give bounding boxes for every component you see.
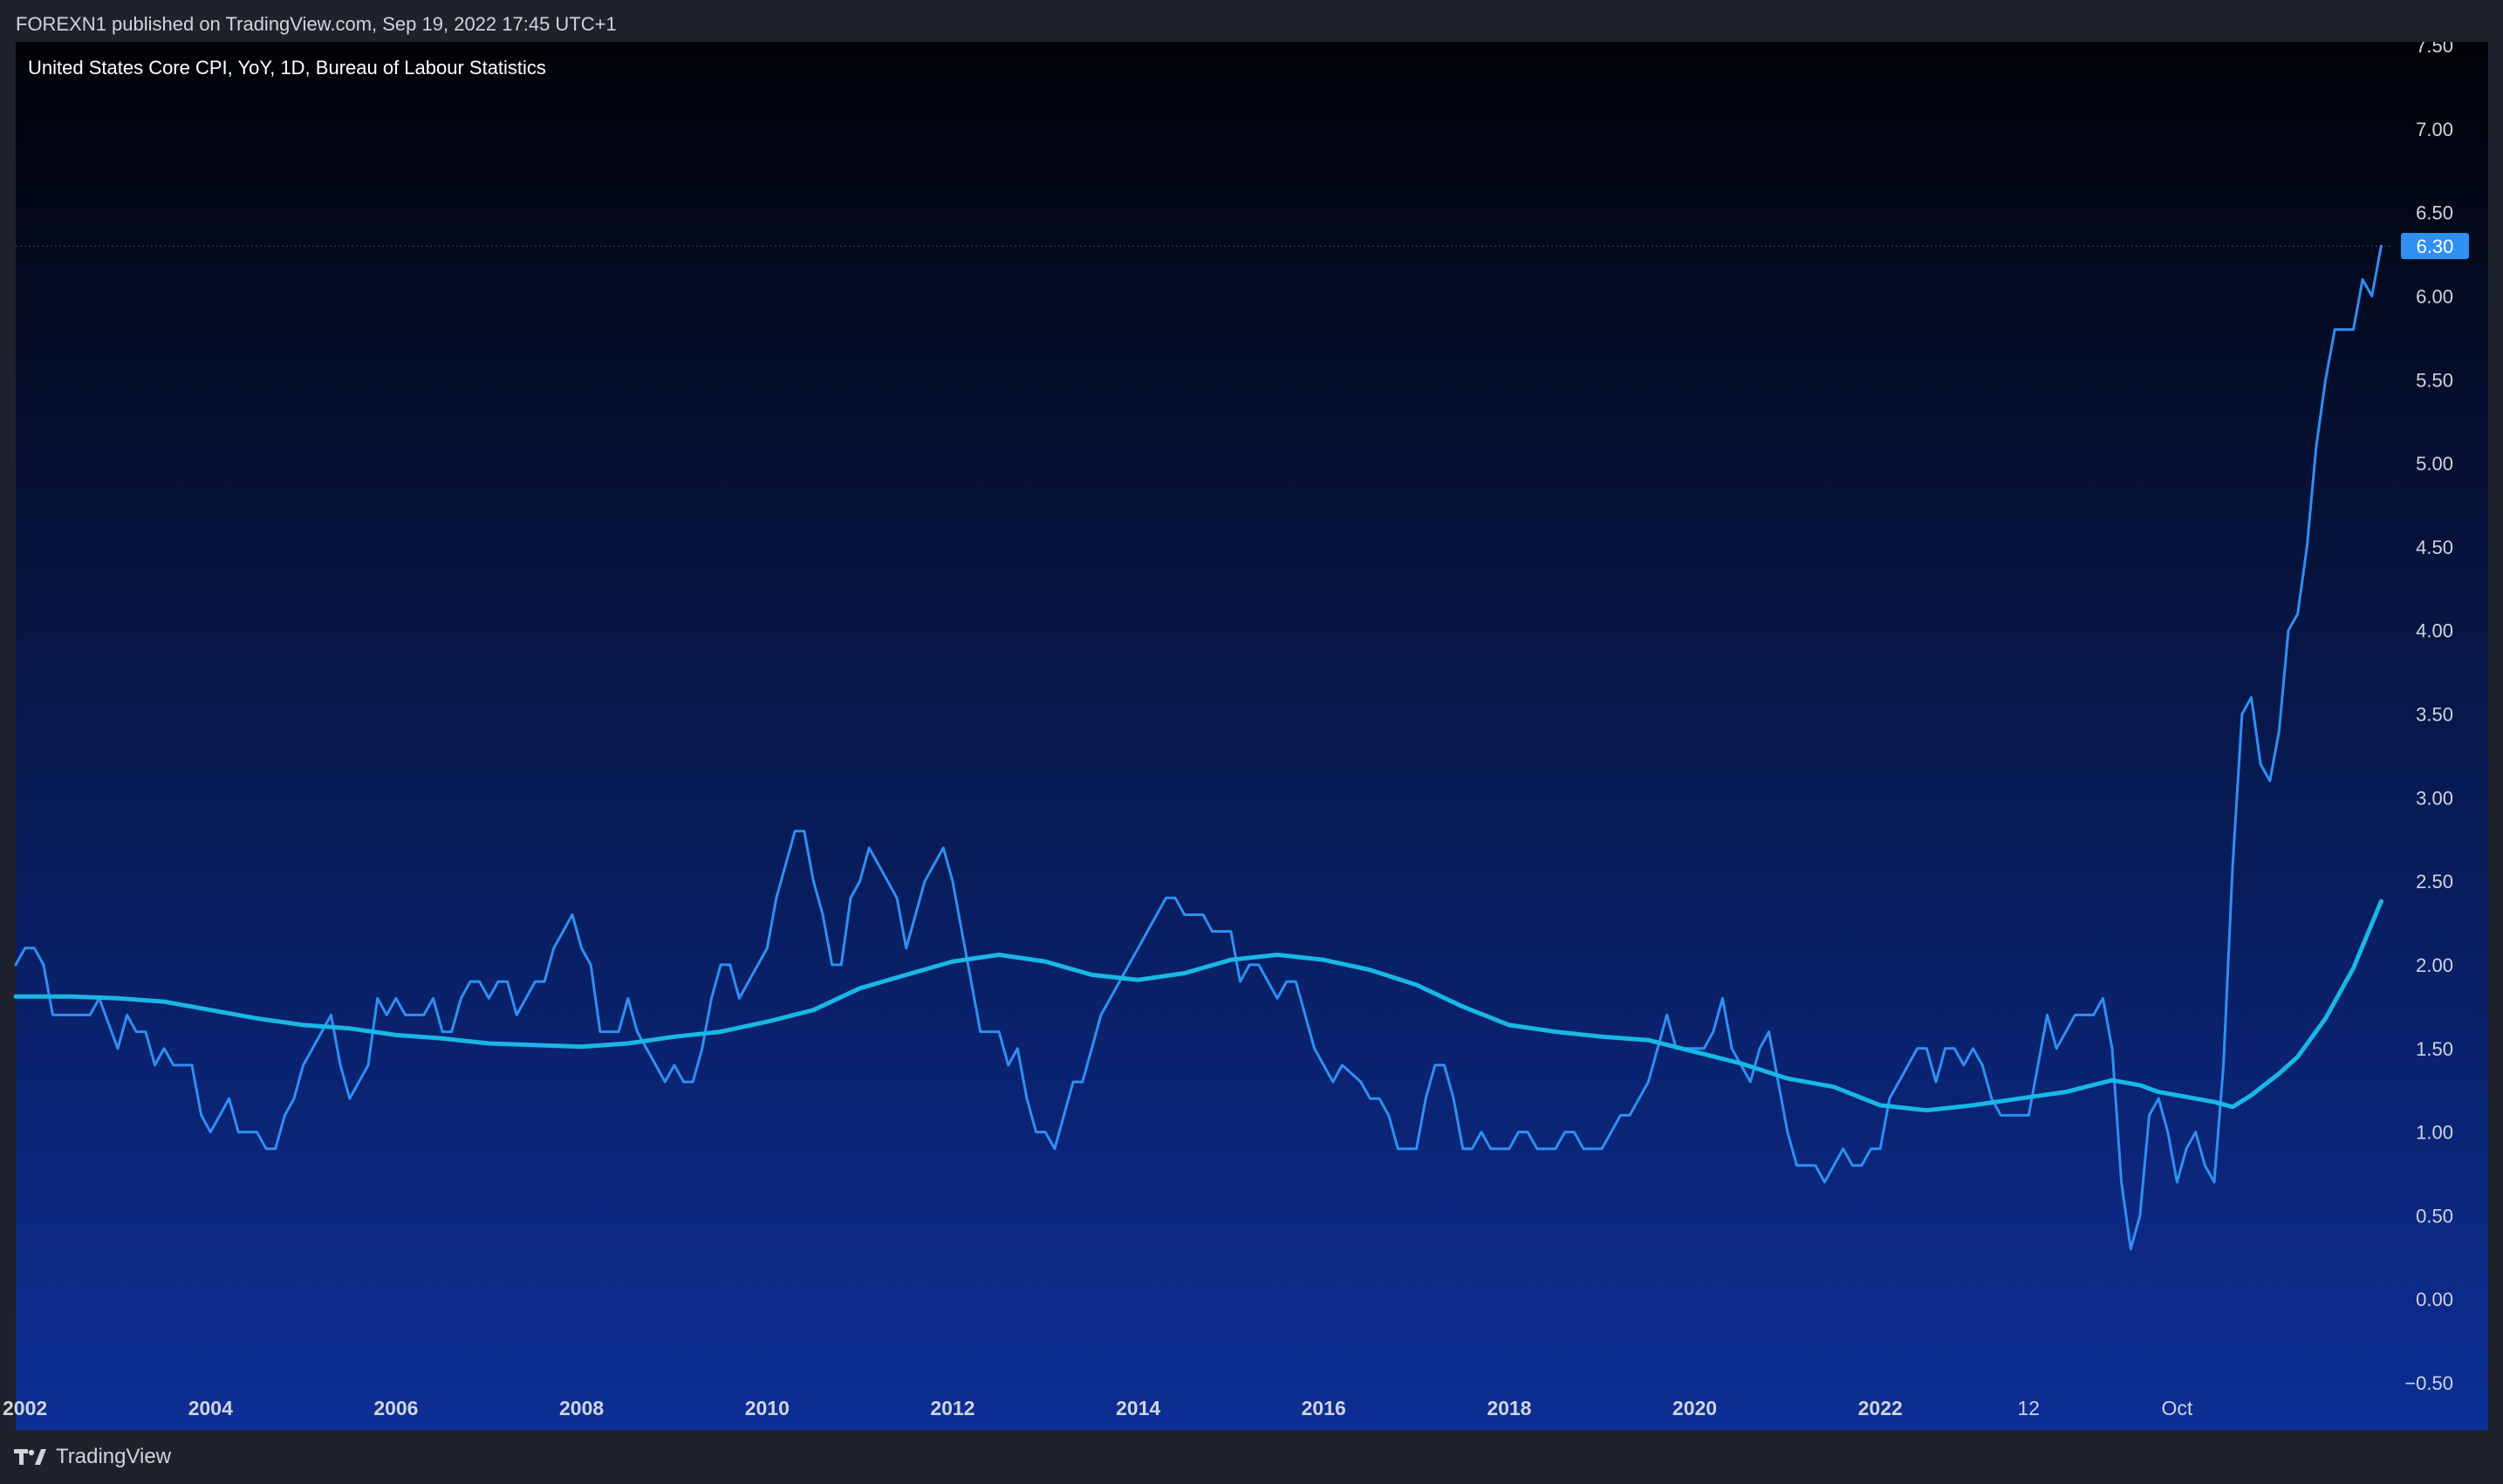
last-value-badge-bg [2401, 233, 2469, 259]
chart-area[interactable]: United States Core CPI, YoY, 1D, Bureau … [0, 42, 2503, 1430]
x-tick-label: 2010 [745, 1397, 790, 1419]
x-tick-label: 2004 [188, 1397, 233, 1419]
publish-line: FOREXN1 published on TradingView.com, Se… [16, 13, 617, 35]
y-tick-label: 5.00 [2416, 453, 2453, 475]
x-tick-label: 2018 [1487, 1397, 1531, 1419]
y-tick-label: 2.50 [2416, 871, 2453, 892]
y-tick-label: 1.50 [2416, 1038, 2453, 1060]
x-tick-label: Oct [2162, 1397, 2193, 1419]
x-tick-label: 2006 [373, 1397, 418, 1419]
y-tick-label: 1.00 [2416, 1122, 2453, 1144]
x-tick-label: 2002 [3, 1397, 47, 1419]
y-tick-label: 4.00 [2416, 620, 2453, 642]
x-tick-label: 12 [2018, 1397, 2041, 1419]
moving-average-line [13, 899, 2383, 1113]
last-value-badge: 6.30 [2401, 233, 2469, 259]
y-tick-label: 6.00 [2416, 285, 2453, 307]
last-value-text: 6.30 [2417, 236, 2454, 257]
y-tick-label: 4.50 [2416, 537, 2453, 558]
y-tick-label: 0.00 [2416, 1289, 2453, 1310]
series-layer [13, 244, 2383, 1251]
chart-title: United States Core CPI, YoY, 1D, Bureau … [28, 57, 546, 79]
publish-info-bar: FOREXN1 published on TradingView.com, Se… [0, 0, 2503, 42]
x-tick-label: 2008 [559, 1397, 604, 1419]
tradingview-wordmark: TradingView [56, 1445, 172, 1468]
y-tick-label: 0.50 [2416, 1205, 2453, 1227]
y-tick-label: 6.50 [2416, 202, 2453, 224]
right-frame [2488, 42, 2503, 1430]
x-tick-label: 2012 [930, 1397, 975, 1419]
plot-background [16, 42, 2488, 1430]
y-tick-label: 7.00 [2416, 119, 2453, 140]
y-tick-label: −0.50 [2404, 1372, 2453, 1394]
y-tick-label: 7.50 [2416, 42, 2453, 57]
footer-bar: TradingView [0, 1430, 2503, 1484]
tradingview-brand[interactable]: TradingView [14, 1442, 171, 1472]
x-tick-label: 2016 [1302, 1397, 1346, 1419]
core-cpi-line [14, 244, 2383, 1251]
y-tick-label: 5.50 [2416, 369, 2453, 391]
tradingview-logo-icon [14, 1449, 46, 1465]
y-tick-label: 2.00 [2416, 954, 2453, 976]
y-axis: 7.50 7.00 6.50 6.00 5.50 5.00 4.50 4.00 3.50 3.00… [2404, 42, 2453, 1394]
x-tick-label: 2022 [1858, 1397, 1903, 1419]
x-axis: 2002 2004 2006 2008 2010 2012 2014 2016 2018 2020… [3, 1397, 2193, 1419]
x-tick-label: 2020 [1672, 1397, 1717, 1419]
x-tick-label: 2014 [1116, 1397, 1160, 1419]
left-frame [0, 42, 16, 1430]
y-tick-label: 3.50 [2416, 704, 2453, 726]
y-tick-label: 3.00 [2416, 787, 2453, 809]
